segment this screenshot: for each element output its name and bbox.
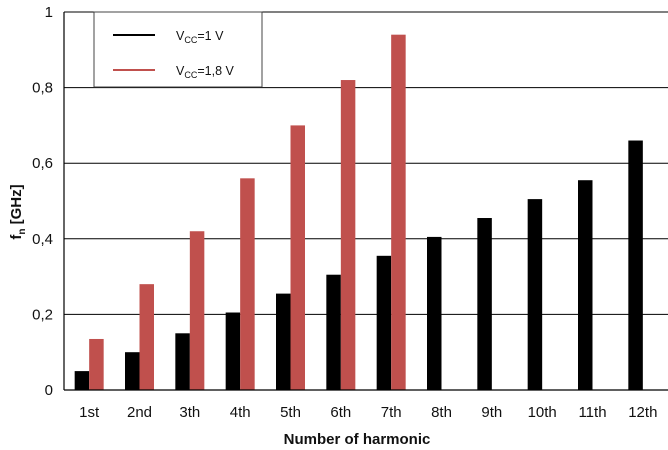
y-axis-title-unit: [GHz] — [8, 184, 25, 228]
bar-series-0-1st — [74, 371, 90, 390]
bar-series-0-11th — [578, 180, 593, 390]
bar-series-1-7th — [391, 34, 406, 391]
bar-series-0-4th — [225, 312, 241, 390]
bar-series-0-3th — [175, 333, 190, 390]
legend-label-vcc-1v: VCC=1 V — [176, 29, 224, 45]
y-tick-label: 0 — [45, 382, 53, 399]
bar-series-1-5th — [290, 125, 305, 391]
bar-series-1-4th — [240, 178, 255, 390]
bar-series-1-1st — [89, 338, 104, 390]
bar-series-0-12th — [628, 140, 643, 390]
x-tick-label: 12th — [628, 404, 657, 421]
bar-series-0-8th — [427, 236, 442, 390]
x-tick-label: 5th — [280, 404, 301, 421]
x-tick-labels: 1st 2nd 3th 4th 5th 6th 7th 8th 9th 10th 11th 12th — [79, 404, 657, 421]
y-axis-title-main: f — [8, 234, 25, 240]
x-tick-label: 7th — [381, 404, 402, 421]
legend-label-vcc-1-8v-main: V — [176, 64, 185, 78]
bar-series-1-3th — [189, 231, 205, 390]
legend-label-vcc-1v-subscript: CC — [184, 35, 197, 45]
x-axis-title: Number of harmonic — [284, 431, 431, 448]
legend-box — [93, 11, 263, 88]
y-tick-label: 0,6 — [32, 155, 53, 172]
x-tick-label: 2nd — [127, 404, 152, 421]
x-tick-label: 10th — [528, 404, 557, 421]
x-tick-label: 6th — [330, 404, 351, 421]
x-tick-label: 3th — [179, 404, 200, 421]
y-tick-label: 1 — [45, 4, 53, 21]
y-tick-label: 0,8 — [32, 80, 53, 97]
y-tick-label: 0,2 — [32, 306, 53, 323]
bar-series-0-9th — [477, 218, 492, 390]
bar-series-0-2nd — [125, 352, 140, 390]
x-tick-label: 8th — [431, 404, 452, 421]
y-tick-label: 0,4 — [32, 231, 53, 248]
legend-label-vcc-1v-rest: =1 V — [197, 29, 224, 43]
legend: VCC=1 V VCC=1,8 V — [93, 11, 263, 88]
bar-series-0-7th — [376, 255, 392, 390]
bar-series-0-6th — [326, 274, 341, 390]
legend-label-vcc-1v-main: V — [176, 29, 185, 43]
bars — [74, 34, 643, 391]
x-tick-label: 4th — [230, 404, 251, 421]
x-tick-label: 11th — [578, 404, 606, 421]
legend-label-vcc-1-8v: VCC=1,8 V — [176, 64, 234, 80]
y-axis-title-subscript: n — [17, 229, 28, 235]
axes — [63, 12, 668, 391]
bar-series-0-10th — [527, 199, 543, 390]
legend-label-vcc-1-8v-rest: =1,8 V — [197, 64, 234, 78]
legend-label-vcc-1-8v-subscript: CC — [184, 70, 197, 80]
y-axis-title: fn [GHz] — [8, 184, 28, 239]
x-tick-label: 9th — [481, 404, 502, 421]
bar-series-1-2nd — [139, 284, 154, 390]
bar-series-1-6th — [340, 80, 356, 390]
x-tick-label: 1st — [79, 404, 100, 421]
y-tick-labels: 0 0,2 0,4 0,6 0,8 1 — [32, 4, 53, 399]
bar-series-0-5th — [276, 293, 291, 390]
